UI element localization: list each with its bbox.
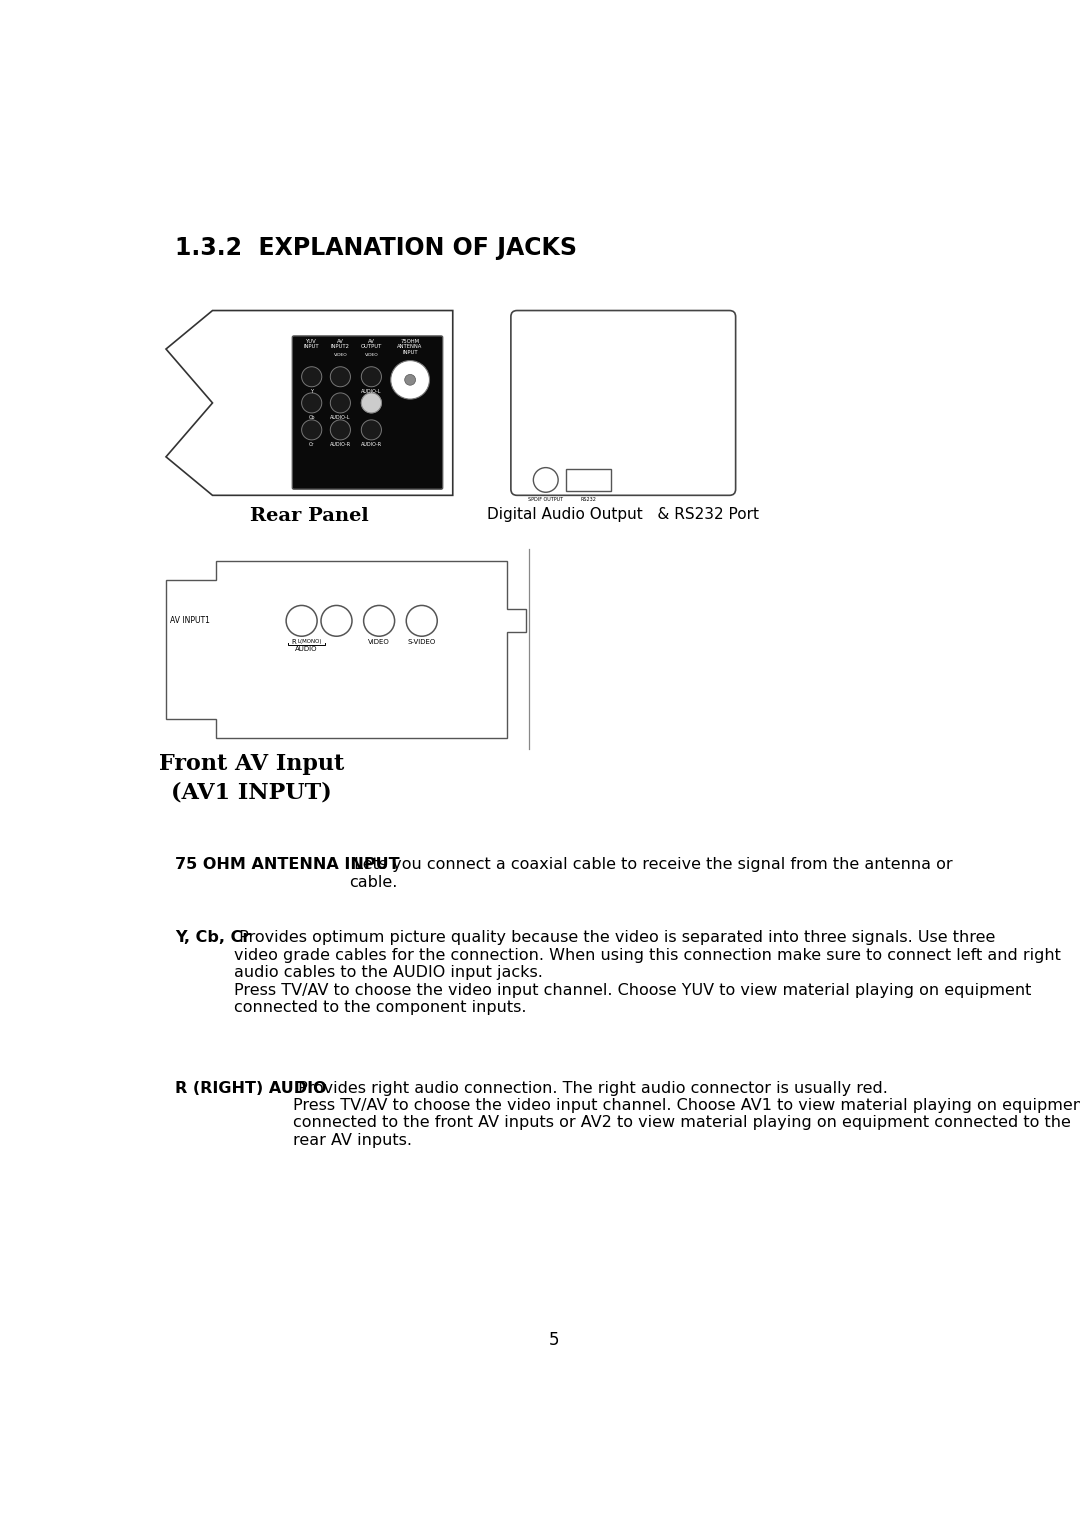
Text: 75 OHM ANTENNA INPUT: 75 OHM ANTENNA INPUT xyxy=(175,858,400,872)
Text: Provides optimum picture quality because the video is separated into three signa: Provides optimum picture quality because… xyxy=(233,930,1061,1015)
Circle shape xyxy=(301,393,322,413)
Text: VIDEO: VIDEO xyxy=(365,353,378,356)
Text: YUV
INPUT: YUV INPUT xyxy=(303,339,320,350)
Circle shape xyxy=(330,367,350,387)
Text: AV
INPUT2: AV INPUT2 xyxy=(330,339,350,350)
Text: 75OHM
ANTENNA
INPUT: 75OHM ANTENNA INPUT xyxy=(397,339,422,355)
Text: Y, Cb, Cr: Y, Cb, Cr xyxy=(175,930,251,945)
Circle shape xyxy=(406,605,437,636)
Text: L(MONO): L(MONO) xyxy=(297,639,322,644)
Text: 1.3.2  EXPLANATION OF JACKS: 1.3.2 EXPLANATION OF JACKS xyxy=(175,235,578,260)
Circle shape xyxy=(534,468,558,492)
Text: 5: 5 xyxy=(549,1330,558,1349)
Text: Rear Panel: Rear Panel xyxy=(249,508,368,524)
Circle shape xyxy=(301,367,322,387)
Text: S-VIDEO: S-VIDEO xyxy=(407,639,436,645)
Circle shape xyxy=(362,393,381,413)
Circle shape xyxy=(362,367,381,387)
Circle shape xyxy=(286,605,318,636)
Text: VIDEO: VIDEO xyxy=(368,639,390,645)
Circle shape xyxy=(362,393,381,413)
Circle shape xyxy=(330,393,350,413)
Bar xyxy=(566,469,611,491)
Text: VIDEO: VIDEO xyxy=(334,353,347,356)
Text: AV INPUT1: AV INPUT1 xyxy=(170,616,210,625)
Text: Cr: Cr xyxy=(309,442,314,446)
FancyBboxPatch shape xyxy=(511,310,735,495)
Text: AUDIO-R: AUDIO-R xyxy=(329,442,351,446)
Text: Lets you connect a coaxial cable to receive the signal from the antenna or
cable: Lets you connect a coaxial cable to rece… xyxy=(350,858,953,890)
FancyBboxPatch shape xyxy=(293,336,443,489)
Circle shape xyxy=(364,605,394,636)
Text: Front AV Input
(AV1 INPUT): Front AV Input (AV1 INPUT) xyxy=(159,754,343,803)
Text: AUDIO-L: AUDIO-L xyxy=(330,416,351,420)
Text: AUDIO-R: AUDIO-R xyxy=(361,442,382,446)
Circle shape xyxy=(321,605,352,636)
Text: Provides right audio connection. The right audio connector is usually red.
Press: Provides right audio connection. The rig… xyxy=(293,1081,1080,1148)
Text: R (RIGHT) AUDIO: R (RIGHT) AUDIO xyxy=(175,1081,327,1096)
Text: RS232: RS232 xyxy=(580,497,596,502)
Text: SPDIF OUTPUT: SPDIF OUTPUT xyxy=(528,497,564,502)
Circle shape xyxy=(330,420,350,440)
Text: Cb: Cb xyxy=(309,416,315,420)
Circle shape xyxy=(362,420,381,440)
Text: AUDIO-L: AUDIO-L xyxy=(361,388,381,394)
Circle shape xyxy=(405,375,416,385)
Text: AUDIO: AUDIO xyxy=(296,647,318,653)
Text: Digital Audio Output   & RS232 Port: Digital Audio Output & RS232 Port xyxy=(487,508,759,521)
Circle shape xyxy=(391,361,430,399)
Text: AV
OUTPUT: AV OUTPUT xyxy=(361,339,382,350)
Text: Y: Y xyxy=(310,388,313,394)
Text: R: R xyxy=(292,639,296,645)
Circle shape xyxy=(301,420,322,440)
